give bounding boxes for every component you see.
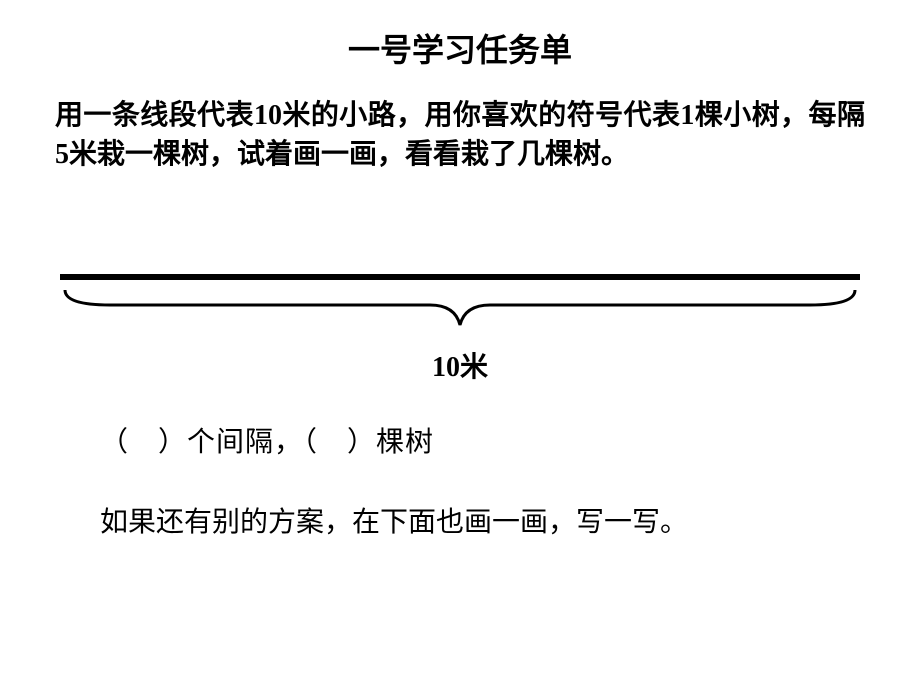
bottom-instruction-text: 如果还有别的方案，在下面也画一画，写一写。 [0, 500, 920, 540]
number-line [60, 274, 860, 280]
diagram-container: 10米 [0, 274, 920, 385]
fill-in-blank-text: （ ）个间隔，（ ）棵树 [0, 420, 920, 460]
worksheet-title: 一号学习任务单 [0, 0, 920, 96]
curly-brace-icon [60, 285, 860, 335]
brace-container [60, 285, 860, 340]
measurement-label: 10米 [60, 345, 860, 385]
instruction-text: 用一条线段代表10米的小路，用你喜欢的符号代表1棵小树，每隔5米栽一棵树，试着画… [0, 96, 920, 174]
